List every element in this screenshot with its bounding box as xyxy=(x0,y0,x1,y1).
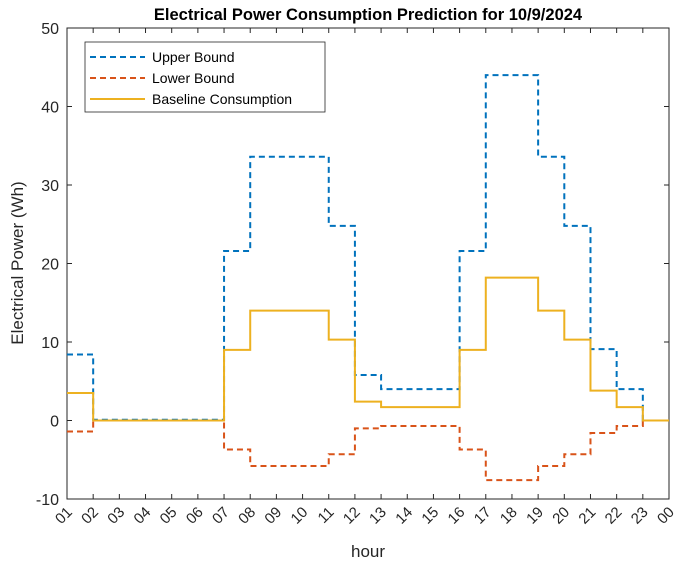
x-tick-label: 07 xyxy=(209,504,233,528)
x-tick-label: 08 xyxy=(235,504,259,528)
x-tick-label: 02 xyxy=(78,504,102,528)
legend-label: Lower Bound xyxy=(152,70,235,86)
y-tick-label: 30 xyxy=(41,178,59,195)
x-tick-label: 06 xyxy=(183,504,207,528)
x-tick-label: 10 xyxy=(288,504,312,528)
y-tick-label: 0 xyxy=(50,414,59,431)
x-tick-label: 14 xyxy=(392,504,416,528)
x-tick-label: 05 xyxy=(157,504,181,528)
x-tick-label: 00 xyxy=(654,504,678,528)
y-tick-label: 50 xyxy=(41,21,59,38)
legend-label: Upper Bound xyxy=(152,49,235,65)
series-line-upper-bound xyxy=(67,74,669,422)
x-tick-label: 04 xyxy=(131,504,155,528)
x-tick-label: 12 xyxy=(340,504,364,528)
x-tick-label: 11 xyxy=(315,504,338,527)
x-tick-label: 20 xyxy=(549,504,573,528)
y-tick-label: 20 xyxy=(41,257,59,274)
x-axis-label: hour xyxy=(351,542,385,561)
x-tick-label: 21 xyxy=(575,504,599,528)
y-tick-label: 40 xyxy=(41,100,59,117)
x-tick-label: 22 xyxy=(602,504,626,528)
x-tick-label: 16 xyxy=(445,504,469,528)
x-tick-label: 18 xyxy=(497,504,521,528)
legend-label: Baseline Consumption xyxy=(152,91,292,107)
chart-title: Electrical Power Consumption Prediction … xyxy=(154,6,583,24)
x-tick-label: 17 xyxy=(471,504,495,528)
y-tick-label: 10 xyxy=(41,335,59,352)
y-axis-label: Electrical Power (Wh) xyxy=(8,181,27,344)
series-line-baseline-consumption xyxy=(67,276,669,422)
y-tick-label: -10 xyxy=(36,492,59,509)
x-tick-label: 13 xyxy=(366,504,390,528)
legend: Upper Bound Lower Bound Baseline Consumpti… xyxy=(84,41,326,113)
x-tick-label: 23 xyxy=(628,504,652,528)
x-tick-label: 19 xyxy=(523,504,547,528)
x-tick-label: 15 xyxy=(418,504,442,528)
x-tick-label: 03 xyxy=(104,504,128,528)
x-tick-label: 09 xyxy=(261,504,285,528)
